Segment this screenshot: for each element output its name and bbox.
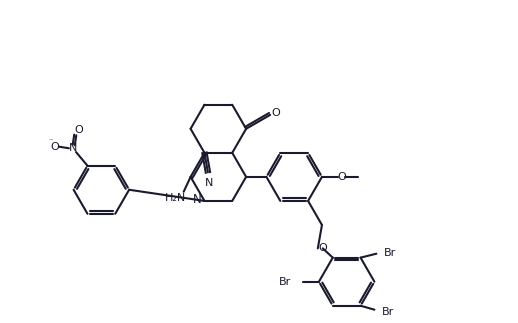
Text: O: O (51, 142, 60, 152)
Text: O: O (319, 243, 327, 253)
Text: N: N (205, 178, 213, 188)
Text: Br: Br (279, 277, 291, 287)
Text: O: O (272, 108, 280, 118)
Text: N: N (69, 143, 77, 153)
Text: Br: Br (384, 248, 397, 258)
Text: ⁻: ⁻ (49, 136, 53, 145)
Text: O: O (75, 125, 83, 135)
Text: Br: Br (382, 307, 395, 317)
Text: O: O (337, 172, 346, 182)
Text: H₂N: H₂N (165, 193, 186, 203)
Text: N: N (193, 193, 202, 206)
